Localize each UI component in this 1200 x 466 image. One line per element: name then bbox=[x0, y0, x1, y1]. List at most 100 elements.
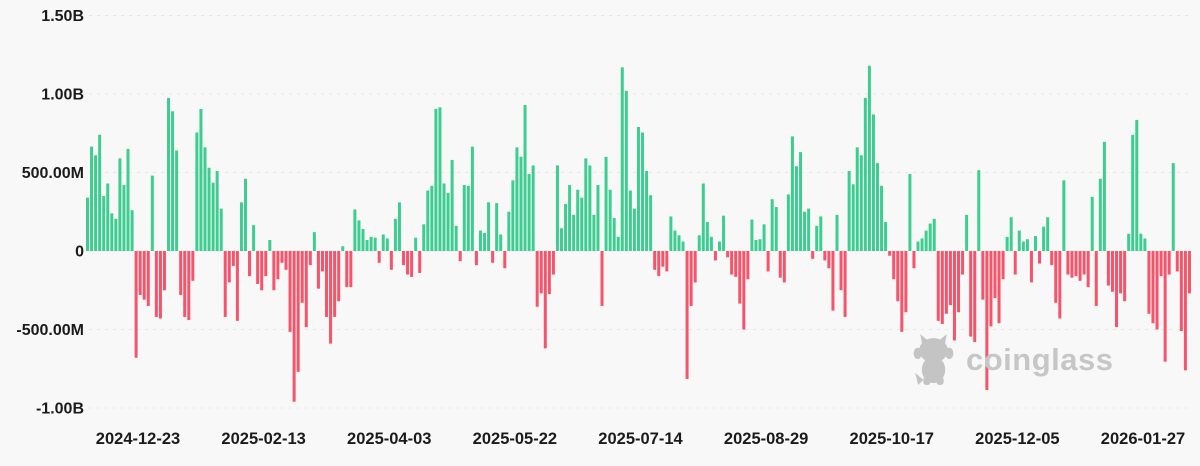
flow-bar[interactable] bbox=[86, 197, 89, 251]
flow-bar[interactable] bbox=[239, 202, 243, 251]
flow-bar[interactable] bbox=[969, 251, 973, 337]
flow-bar[interactable] bbox=[867, 65, 871, 252]
flow-bar[interactable] bbox=[1106, 251, 1110, 286]
flow-bar[interactable] bbox=[1050, 251, 1054, 266]
flow-bar[interactable] bbox=[381, 234, 385, 251]
flow-bar[interactable] bbox=[288, 251, 292, 332]
flow-bar[interactable] bbox=[1119, 251, 1123, 294]
flow-bar[interactable] bbox=[410, 251, 414, 277]
flow-bar[interactable] bbox=[1115, 251, 1119, 328]
flow-bar[interactable] bbox=[876, 163, 879, 251]
flow-bar[interactable] bbox=[920, 238, 924, 251]
flow-bar[interactable] bbox=[466, 185, 470, 251]
flow-bar[interactable] bbox=[264, 251, 268, 277]
flow-bar[interactable] bbox=[1017, 230, 1021, 251]
flow-bar[interactable] bbox=[624, 90, 628, 251]
flow-bar[interactable] bbox=[167, 97, 171, 252]
flow-bar[interactable] bbox=[1147, 251, 1151, 314]
flow-bar[interactable] bbox=[268, 240, 272, 251]
flow-bar[interactable] bbox=[596, 185, 600, 251]
flow-bar[interactable] bbox=[162, 251, 166, 291]
flow-bar[interactable] bbox=[1021, 241, 1025, 251]
flow-bar[interactable] bbox=[312, 232, 316, 251]
flow-bar[interactable] bbox=[697, 235, 701, 251]
flow-bar[interactable] bbox=[361, 229, 365, 251]
flow-bar[interactable] bbox=[280, 251, 284, 263]
flow-bar[interactable] bbox=[965, 214, 969, 251]
flow-bar[interactable] bbox=[989, 251, 993, 327]
flow-bar[interactable] bbox=[219, 208, 223, 251]
flow-bar[interactable] bbox=[393, 218, 397, 251]
flow-bar[interactable] bbox=[1025, 239, 1029, 251]
flow-bar[interactable] bbox=[337, 251, 341, 302]
flow-bar[interactable] bbox=[470, 146, 474, 251]
flow-bar[interactable] bbox=[377, 251, 381, 263]
flow-bar[interactable] bbox=[511, 180, 515, 251]
flow-bar[interactable] bbox=[661, 251, 665, 267]
flow-bar[interactable] bbox=[499, 234, 503, 251]
flow-bar[interactable] bbox=[454, 225, 458, 251]
flow-bar[interactable] bbox=[746, 251, 750, 280]
flow-bar[interactable] bbox=[636, 126, 640, 251]
flow-bar[interactable] bbox=[296, 251, 300, 372]
flow-bar[interactable] bbox=[357, 220, 361, 251]
flow-bar[interactable] bbox=[880, 185, 884, 251]
flow-bar[interactable] bbox=[774, 207, 778, 251]
flow-bar[interactable] bbox=[207, 167, 211, 251]
flow-bar[interactable] bbox=[750, 219, 754, 251]
flow-bar[interactable] bbox=[487, 202, 491, 251]
flow-bar[interactable] bbox=[572, 214, 576, 251]
flow-bar[interactable] bbox=[106, 183, 110, 251]
flow-bar[interactable] bbox=[957, 251, 961, 313]
flow-bar[interactable] bbox=[657, 251, 661, 277]
flow-bar[interactable] bbox=[272, 251, 276, 291]
flow-bar[interactable] bbox=[1070, 251, 1074, 278]
flow-bar[interactable] bbox=[1082, 251, 1086, 275]
flow-bar[interactable] bbox=[961, 251, 965, 275]
flow-bar[interactable] bbox=[154, 251, 158, 317]
flow-bar[interactable] bbox=[936, 251, 940, 321]
flow-bar[interactable] bbox=[130, 210, 134, 251]
flow-bar[interactable] bbox=[483, 232, 487, 251]
flow-bar[interactable] bbox=[564, 203, 568, 251]
flow-bar[interactable] bbox=[203, 147, 207, 251]
flow-bar[interactable] bbox=[462, 185, 466, 251]
flow-bar[interactable] bbox=[1143, 238, 1147, 251]
flow-bar[interactable] bbox=[1102, 141, 1106, 251]
flow-bar[interactable] bbox=[766, 251, 770, 272]
flow-bar[interactable] bbox=[1005, 236, 1009, 251]
flow-bar[interactable] bbox=[843, 251, 847, 317]
flow-bar[interactable] bbox=[782, 251, 786, 283]
flow-bar[interactable] bbox=[1086, 251, 1090, 288]
flow-bar[interactable] bbox=[807, 208, 811, 251]
flow-bar[interactable] bbox=[1159, 251, 1163, 277]
flow-bar[interactable] bbox=[402, 251, 405, 266]
flow-bar[interactable] bbox=[94, 155, 98, 251]
flow-bar[interactable] bbox=[819, 216, 823, 251]
flow-bar[interactable] bbox=[888, 251, 892, 256]
flow-bar[interactable] bbox=[158, 251, 162, 319]
flow-bar[interactable] bbox=[952, 251, 956, 341]
flow-bar[interactable] bbox=[171, 111, 175, 252]
flow-bar[interactable] bbox=[244, 178, 247, 251]
flow-bar[interactable] bbox=[320, 251, 324, 272]
flow-bar[interactable] bbox=[689, 251, 693, 306]
flow-bar[interactable] bbox=[491, 251, 495, 263]
flow-bar[interactable] bbox=[519, 156, 523, 251]
flow-bar[interactable] bbox=[353, 209, 357, 251]
flow-bar[interactable] bbox=[118, 158, 122, 251]
flow-bar[interactable] bbox=[685, 251, 689, 379]
flow-bar[interactable] bbox=[134, 251, 138, 358]
flow-bar[interactable] bbox=[478, 230, 482, 251]
flow-bar[interactable] bbox=[227, 251, 231, 283]
flow-bar[interactable] bbox=[495, 203, 499, 251]
flow-bar[interactable] bbox=[284, 251, 288, 270]
flow-bar[interactable] bbox=[547, 251, 551, 295]
flow-bar[interactable] bbox=[1029, 251, 1033, 283]
flow-bar[interactable] bbox=[406, 251, 410, 275]
flow-bar[interactable] bbox=[1001, 251, 1005, 280]
flow-bar[interactable] bbox=[300, 251, 304, 303]
flow-bar[interactable] bbox=[1062, 180, 1066, 251]
flow-bar[interactable] bbox=[754, 240, 758, 251]
flow-bar[interactable] bbox=[665, 251, 669, 272]
